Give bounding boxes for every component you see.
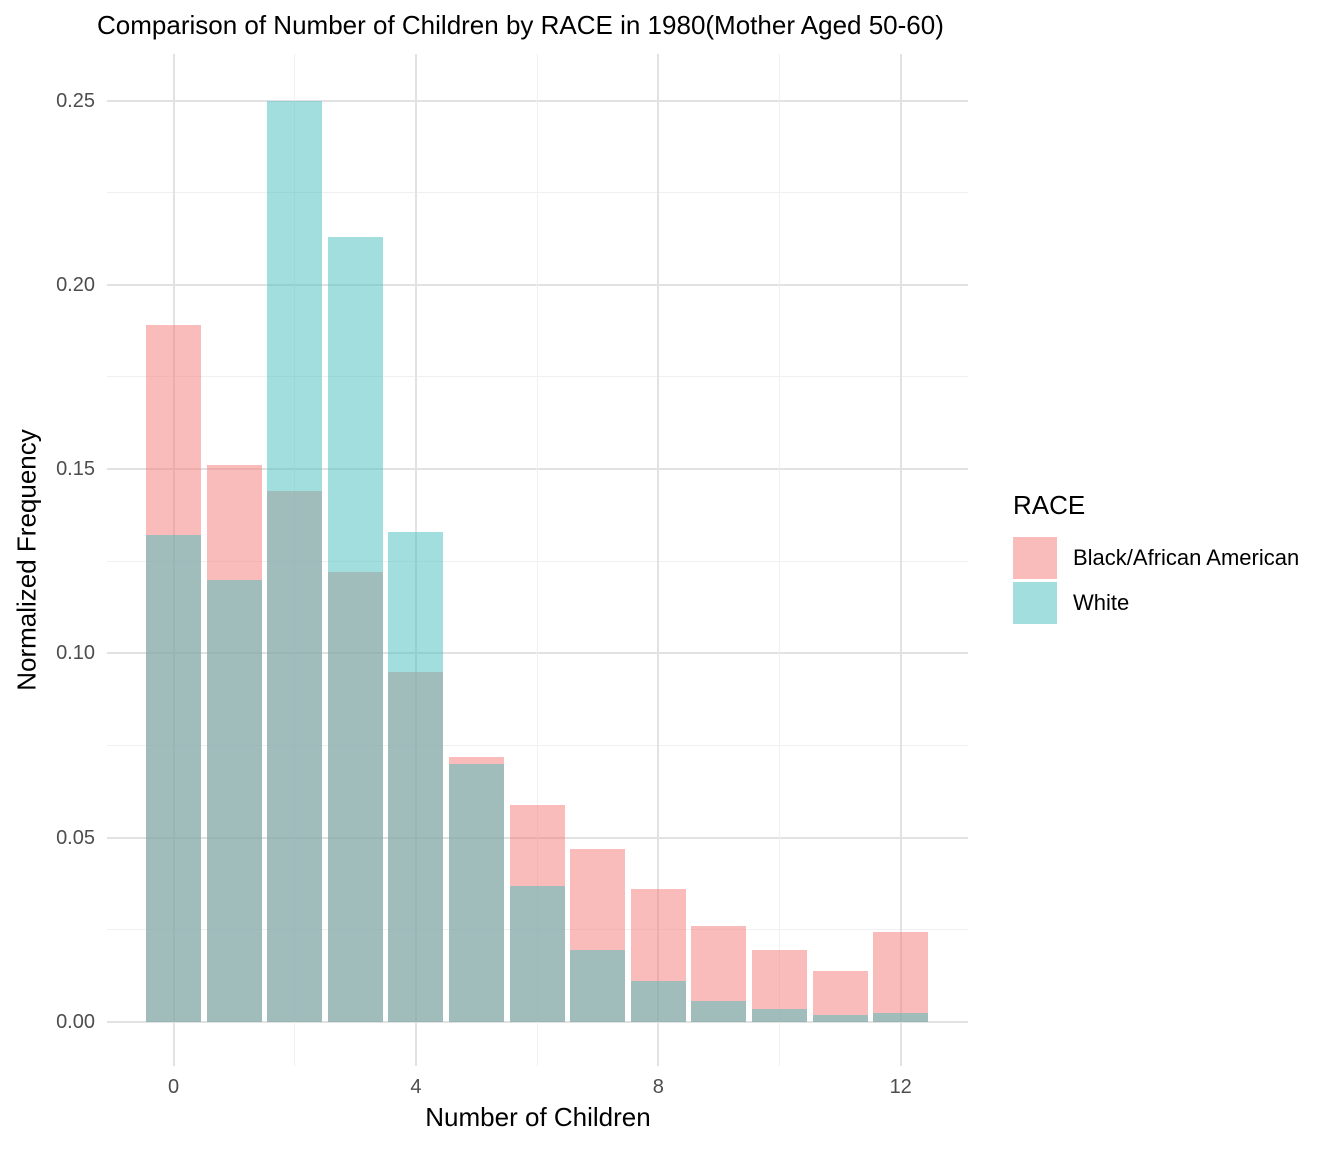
bar-white-x0 [146, 535, 201, 1022]
chart-title: Comparison of Number of Children by RACE… [97, 10, 944, 40]
legend-item-black-african-american: Black/African American [1013, 537, 1299, 579]
legend-item-label: Black/African American [1073, 545, 1300, 570]
y-tick-label: 0.10 [56, 642, 95, 665]
x-tick-label: 0 [167, 1076, 180, 1098]
x-axis-title: Number of Children [425, 1102, 651, 1132]
bar-black-african-american-x11 [812, 971, 868, 1022]
x-tick-label: 8 [652, 1076, 664, 1098]
legend-item-white: White [1013, 582, 1299, 624]
bar-white-x12 [873, 1013, 929, 1022]
bar-white-x11 [812, 1014, 868, 1022]
bar-white-x3 [327, 236, 383, 1022]
gridline-v-major [657, 54, 660, 1066]
y-tick-label: 0.20 [56, 273, 95, 296]
bar-black-african-american-x12 [873, 932, 929, 1022]
bar-white-x1 [206, 579, 262, 1022]
y-tick-label: 0.15 [56, 458, 95, 481]
x-tick-label: 4 [410, 1076, 422, 1098]
legend-title: RACE [1013, 490, 1086, 520]
gridline-v-minor [536, 54, 538, 1066]
plot-panel [107, 54, 968, 1066]
y-tick-label: 0.00 [56, 1011, 95, 1033]
bar-white-x8 [630, 981, 686, 1022]
legend-swatch-black-african-american [1013, 537, 1057, 579]
bar-white-x6 [509, 885, 565, 1022]
legend-item-label: White [1073, 590, 1130, 615]
bar-white-x5 [449, 763, 504, 1022]
bar-white-x7 [570, 950, 626, 1022]
legend-swatch-white [1013, 582, 1057, 624]
bar-white-x4 [388, 531, 444, 1022]
bar-white-x9 [691, 1000, 747, 1022]
gridline-v-major [899, 54, 902, 1066]
bar-white-x10 [752, 1009, 807, 1022]
y-tick-label: 0.25 [56, 89, 95, 112]
x-tick-label: 12 [889, 1076, 912, 1098]
legend: RACE Black/African American White [1010, 490, 1299, 627]
bar-white-x2 [267, 100, 323, 1022]
gridline-v-minor [779, 54, 780, 1066]
y-tick-label: 0.05 [56, 826, 95, 849]
